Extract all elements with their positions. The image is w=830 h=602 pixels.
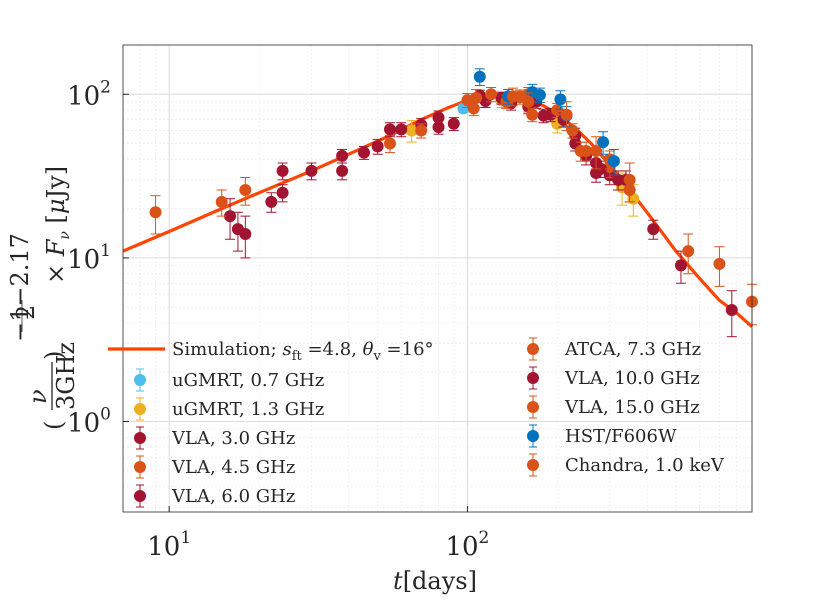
- data-point: [276, 164, 289, 177]
- data-point: [239, 183, 252, 196]
- data-point: [239, 227, 252, 240]
- legend-label: uGMRT, 0.7 GHz: [172, 370, 324, 391]
- legend-marker: [134, 490, 146, 502]
- y-label-nu: ν: [24, 389, 52, 404]
- legend-label: VLA, 3.0 GHz: [171, 428, 295, 449]
- x-tick-label: 102: [445, 528, 489, 562]
- data-point: [371, 140, 384, 153]
- y-label-paren-left: (: [40, 421, 68, 430]
- y-tick-label: 100: [67, 405, 111, 439]
- data-point: [597, 136, 610, 149]
- data-point: [674, 259, 687, 272]
- y-label-denominator: 3GHz: [52, 342, 80, 410]
- data-point: [336, 164, 349, 177]
- data-point: [395, 123, 408, 136]
- data-point: [533, 88, 546, 101]
- data-point: [537, 109, 550, 122]
- data-point: [574, 145, 587, 158]
- legend-label: HST/F606W: [565, 426, 677, 447]
- legend-marker: [134, 461, 146, 473]
- data-point: [215, 195, 228, 208]
- legend-marker: [134, 432, 146, 444]
- data-point: [554, 93, 567, 106]
- data-point: [725, 304, 738, 317]
- legend-label: uGMRT, 1.3 GHz: [172, 399, 324, 420]
- data-point: [612, 173, 625, 186]
- data-point: [470, 91, 483, 104]
- legend: Simulation; sft =4.8, θv =16° uGMRT, 0.7 …: [108, 337, 725, 508]
- data-point: [383, 123, 396, 136]
- legend-marker: [527, 459, 539, 471]
- data-point: [506, 90, 519, 103]
- data-point: [566, 124, 579, 137]
- data-point: [149, 206, 162, 219]
- legend-marker: [134, 374, 146, 386]
- data-point: [383, 137, 396, 150]
- data-point: [265, 195, 278, 208]
- legend-marker: [527, 430, 539, 442]
- legend-label: VLA, 4.5 GHz: [171, 457, 295, 478]
- data-point: [607, 155, 620, 168]
- data-point: [560, 108, 573, 121]
- data-point: [432, 111, 445, 124]
- y-label-suffix: × Fν [μJy]: [42, 166, 73, 284]
- y-tick-label: 101: [67, 241, 111, 275]
- legend-label: VLA, 6.0 GHz: [171, 486, 295, 507]
- axis-ticks: 101 102 100 101 102: [67, 77, 489, 562]
- legend-label: VLA, 10.0 GHz: [564, 368, 700, 389]
- data-point: [647, 223, 660, 236]
- x-axis-label: t[days]: [393, 567, 477, 595]
- data-point: [405, 124, 418, 137]
- legend-marker: [527, 401, 539, 413]
- legend-marker: [527, 343, 539, 355]
- legend-label: Chandra, 1.0 keV: [565, 455, 725, 476]
- data-point: [336, 149, 349, 162]
- legend-label: ATCA, 7.3 GHz: [564, 339, 701, 360]
- data-point: [713, 257, 726, 270]
- data-point: [473, 70, 486, 83]
- data-point: [447, 117, 460, 130]
- data-point: [590, 145, 603, 158]
- data-point: [522, 95, 535, 108]
- x-tick-label: 101: [147, 528, 191, 562]
- plot-frame: [122, 44, 753, 513]
- data-point: [276, 186, 289, 199]
- legend-marker: [527, 372, 539, 384]
- legend-label: VLA, 15.0 GHz: [564, 397, 700, 418]
- data-point: [224, 210, 237, 223]
- data-point: [682, 245, 695, 258]
- data-point: [415, 124, 428, 137]
- legend-model-label: Simulation; sft =4.8, θv =16°: [172, 339, 434, 364]
- y-label-exponent: −1−2.17: [6, 233, 34, 342]
- data-point: [485, 88, 498, 101]
- legend-marker: [134, 403, 146, 415]
- y-label-exponent-den: 2: [12, 305, 40, 320]
- data-point: [467, 102, 480, 115]
- data-point: [305, 164, 318, 177]
- data-point: [432, 121, 445, 134]
- data-point: [358, 146, 371, 159]
- grid: [122, 44, 753, 512]
- y-label-paren-right: ): [40, 351, 68, 360]
- y-tick-label: 102: [67, 77, 111, 111]
- y-axis-label: ( ν 3GHz ) −1−2.17 2 × Fν [μJy]: [6, 166, 80, 430]
- data-point: [623, 173, 636, 186]
